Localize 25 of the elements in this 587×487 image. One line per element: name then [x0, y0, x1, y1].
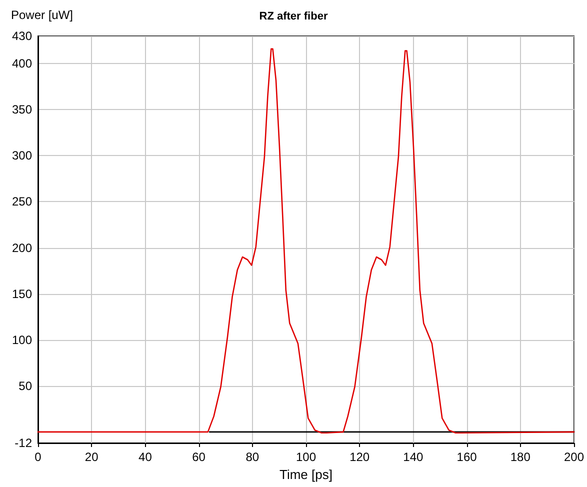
- y-tick-label: -12: [14, 436, 32, 450]
- y-tick-label: 250: [12, 194, 32, 209]
- y-tick-label: 430: [12, 29, 32, 43]
- y-tick-label: 100: [12, 332, 32, 347]
- x-tick-label: 40: [138, 450, 152, 464]
- x-tick-label: 140: [403, 450, 424, 464]
- x-tick-label: 100: [296, 450, 316, 464]
- x-tick-label: 60: [192, 450, 206, 464]
- x-tick-label: 120: [350, 450, 370, 464]
- x-tick-label: 80: [246, 450, 260, 464]
- x-tick-label: 200: [564, 450, 584, 464]
- x-tick-label: 160: [456, 450, 478, 464]
- x-axis-title: Time [ps]: [280, 466, 332, 482]
- x-tick-label: 0: [34, 450, 42, 464]
- x-tick-label: 180: [510, 450, 531, 464]
- x-tick-label: 20: [84, 450, 99, 464]
- y-axis-title: Power [uW]: [11, 8, 74, 22]
- y-tick-label: 350: [12, 102, 32, 117]
- line-series: [37, 48, 575, 434]
- y-tick-label: 50: [18, 378, 32, 393]
- y-tick-label: 300: [12, 148, 32, 163]
- y-tick-label: 150: [12, 286, 32, 301]
- y-tick-label: 200: [12, 240, 32, 255]
- y-tick-label: 400: [12, 56, 32, 71]
- chart-title: RZ after fiber: [259, 10, 328, 22]
